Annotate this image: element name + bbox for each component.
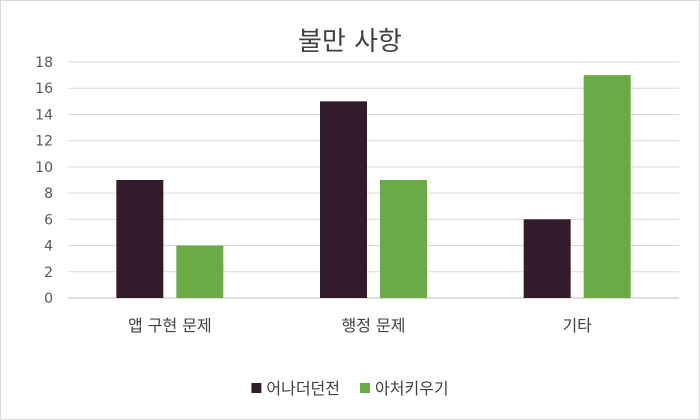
gridlines [68, 61, 679, 299]
x-axis-category-labels: 앱 구현 문제 행정 문제 기타 [128, 316, 592, 335]
y-axis-tick-labels: 0 2 4 6 8 10 12 14 16 18 [35, 55, 53, 307]
y-tick-label: 12 [35, 134, 53, 150]
bar-1-2 [320, 101, 367, 298]
y-tick-label: 18 [35, 55, 53, 71]
chart-title: 불만 사항 [298, 27, 402, 57]
legend-item: 어나더던전 [251, 379, 340, 398]
y-tick-label: 6 [44, 212, 53, 228]
bar-1-3 [523, 219, 571, 298]
legend: 어나더던전 아처키우기 [251, 379, 449, 398]
bar-2-1 [176, 245, 224, 298]
category-label: 기타 [562, 316, 592, 335]
category-label: 앱 구현 문제 [128, 316, 212, 335]
bar-1-1 [116, 180, 164, 298]
y-tick-label: 2 [44, 265, 53, 281]
bar-2-3 [583, 75, 631, 298]
category-label: 행정 문제 [342, 316, 406, 335]
legend-item: 아처키우기 [360, 379, 449, 398]
y-tick-label: 14 [35, 107, 53, 123]
bar-2-2 [380, 180, 427, 298]
legend-swatch [360, 383, 370, 393]
legend-label: 어나더던전 [266, 379, 340, 398]
legend-label: 아처키우기 [375, 379, 449, 398]
y-tick-label: 8 [44, 186, 53, 202]
y-tick-label: 16 [35, 81, 53, 97]
bars [116, 75, 631, 298]
y-tick-label: 10 [35, 160, 53, 176]
y-tick-label: 4 [44, 239, 53, 255]
legend-swatch [251, 383, 262, 393]
y-tick-label: 0 [44, 291, 53, 307]
